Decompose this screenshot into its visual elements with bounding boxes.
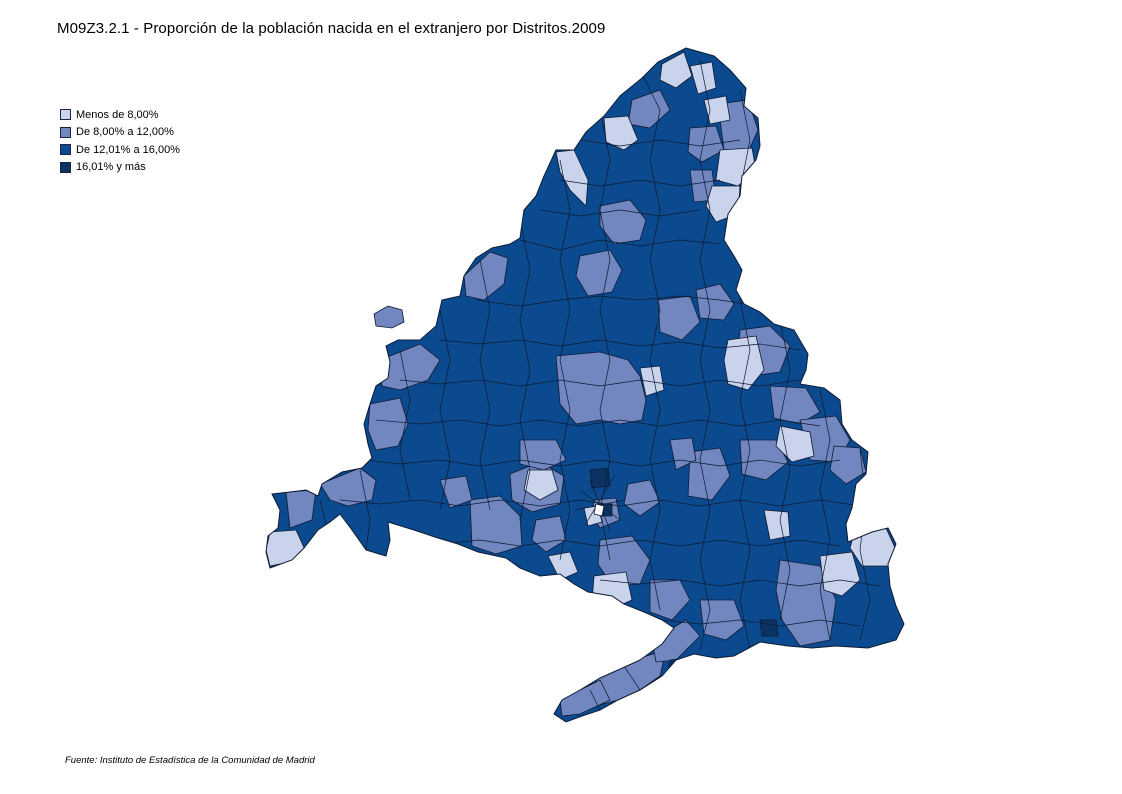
detached-enclave <box>373 305 405 329</box>
madrid-region-outline <box>265 47 905 723</box>
legend-item-menos-8: Menos de 8,00% <box>60 106 180 124</box>
legend-item-16-mas: 16,01% y más <box>60 159 180 177</box>
legend-item-8-12: De 8,00% a 12,00% <box>60 124 180 142</box>
madrid-city-center <box>593 503 605 517</box>
legend-label: Menos de 8,00% <box>76 108 159 121</box>
legend-label: De 12,01% a 16,00% <box>76 143 180 156</box>
legend-swatch <box>60 109 71 121</box>
legend-label: De 8,00% a 12,00% <box>76 126 174 139</box>
map-title: M09Z3.2.1 - Proporción de la población n… <box>57 20 606 37</box>
districts-16-mas <box>589 467 779 673</box>
source-note: Fuente: Instituto de Estadística de la C… <box>65 755 315 766</box>
districts-menos-8 <box>266 51 897 609</box>
legend-item-12-16: De 12,01% a 16,00% <box>60 141 180 159</box>
legend-swatch <box>60 126 71 138</box>
legend-swatch <box>60 144 71 156</box>
districts-8-12 <box>285 89 867 717</box>
map-legend: Menos de 8,00% De 8,00% a 12,00% De 12,0… <box>60 106 180 176</box>
legend-label: 16,01% y más <box>76 161 146 174</box>
legend-swatch <box>60 161 71 173</box>
